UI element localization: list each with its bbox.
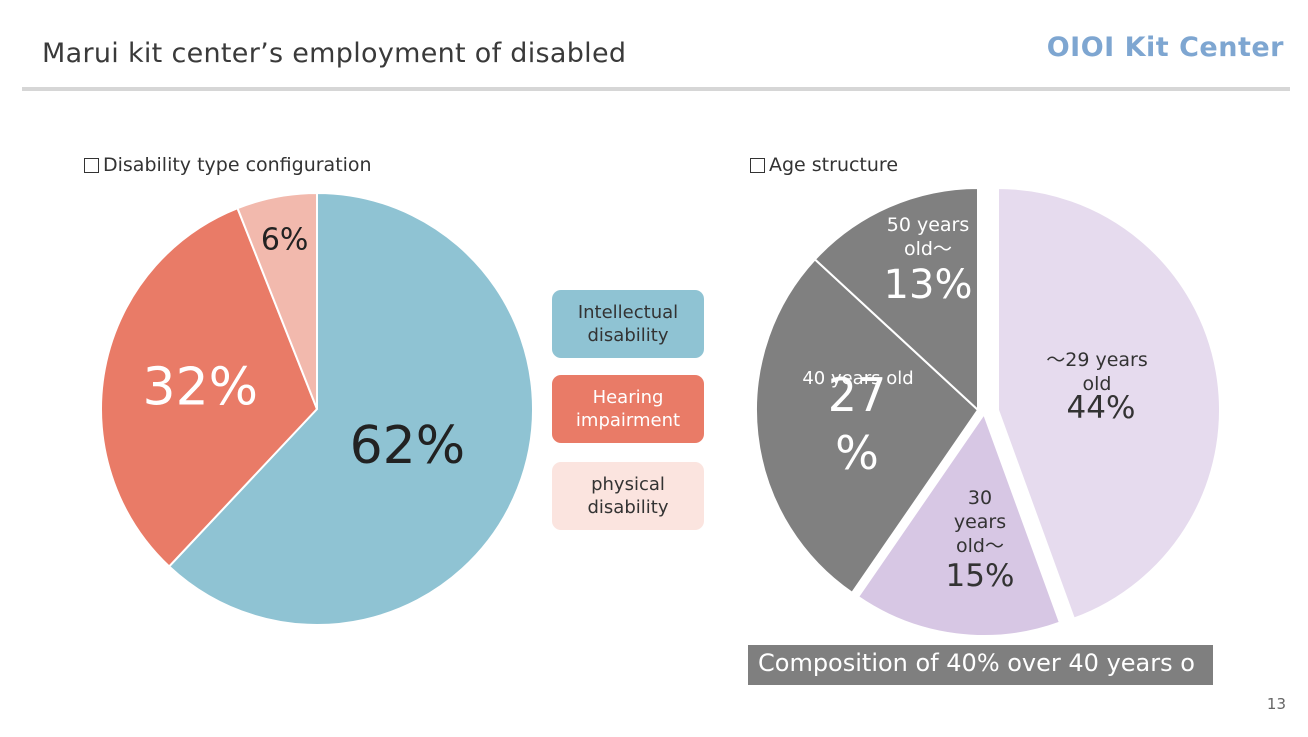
age-structure-label: Age structure xyxy=(769,154,899,176)
slice-physical-disability xyxy=(236,191,318,410)
legend-label: Hearing impairment xyxy=(575,387,681,431)
value-label-intellectual-disability: 62% xyxy=(350,416,466,476)
legend-label: physical disability xyxy=(587,474,669,518)
legend-intellectual-disability: Intellectual disability xyxy=(552,290,704,358)
value-label-hearing-impairment: 32% xyxy=(143,358,259,418)
checkbox-icon xyxy=(84,157,99,173)
page-number: 13 xyxy=(1266,695,1286,713)
summary-text: Composition of 40% over 40 years o xyxy=(758,649,1195,677)
slice-50-plus xyxy=(813,186,979,413)
slide-title: Marui kit center’s employment of disable… xyxy=(42,38,627,69)
slice-intellectual-disability xyxy=(167,191,534,626)
kit-center-logo: OIOI Kit Center xyxy=(1046,32,1284,63)
value-label-physical-disability: 6% xyxy=(261,222,309,257)
disability-type-heading: Disability type configuration xyxy=(84,154,372,176)
summary-banner: Composition of 40% over 40 years o xyxy=(748,645,1213,685)
value-label-under-29: 44% xyxy=(1067,390,1136,426)
title-divider xyxy=(22,87,1290,91)
legend-hearing-impairment: Hearing impairment xyxy=(552,375,704,443)
value-label-40s: 27% xyxy=(828,368,887,480)
category-label-under-29: ～29 years old xyxy=(1046,349,1148,395)
category-label-50-plus: 50 years old～ xyxy=(887,214,970,260)
value-label-30s: 15% xyxy=(946,558,1015,594)
legend-label: Intellectual disability xyxy=(577,302,679,346)
slice-40s xyxy=(755,257,980,595)
category-label-40s: 40 years old xyxy=(802,368,913,389)
category-label-30s: 30 years old～ xyxy=(954,487,1006,557)
slice-hearing-impairment xyxy=(100,206,319,568)
value-label-50-plus: 13% xyxy=(884,262,973,308)
legend-physical-disability: physical disability xyxy=(552,462,704,530)
disability-type-label: Disability type configuration xyxy=(103,154,372,176)
slice-30s xyxy=(856,411,1062,637)
checkbox-icon xyxy=(750,157,765,173)
slice-under-29 xyxy=(997,186,1221,620)
age-structure-heading: Age structure xyxy=(750,154,898,176)
